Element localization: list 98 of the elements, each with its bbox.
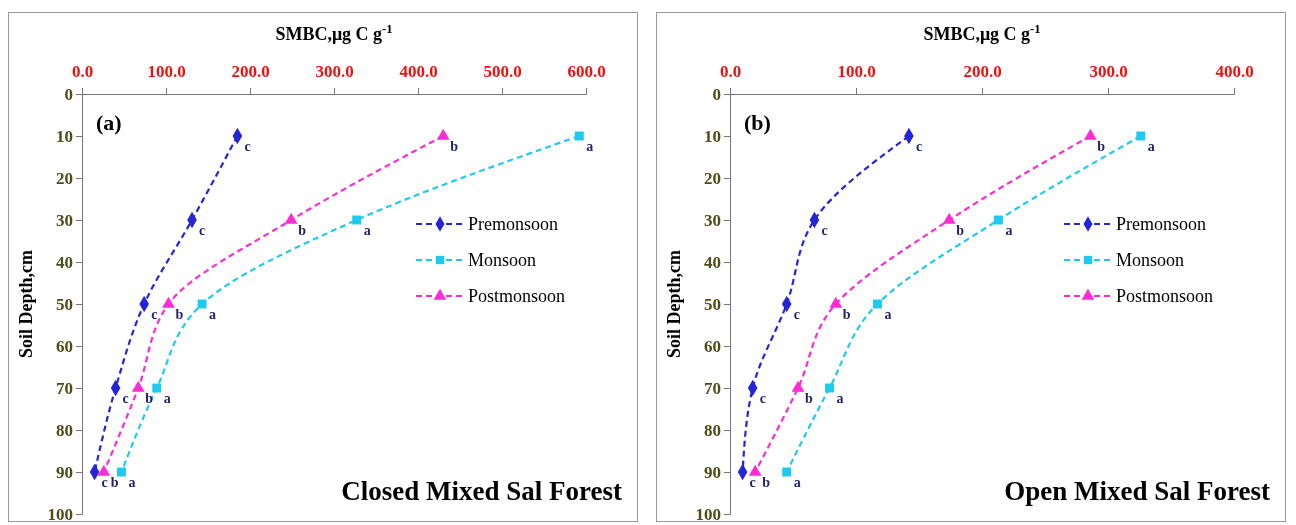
annotation: (a) <box>96 110 122 135</box>
point <box>97 464 111 476</box>
y-axis-title: Soil Depth,cm <box>16 249 36 358</box>
y-tick-label: 30 <box>56 210 73 230</box>
annotation: a <box>209 307 217 322</box>
y-tick-label: 100 <box>47 504 73 524</box>
point <box>872 299 882 309</box>
y-tick-label: 70 <box>56 378 73 398</box>
annotation: b <box>450 139 459 154</box>
point <box>436 128 450 140</box>
y-tick-label: 40 <box>56 252 73 272</box>
x-tick-label: 400.0 <box>1215 61 1254 81</box>
annotation: a <box>128 475 136 490</box>
annotation: b <box>956 223 965 238</box>
y-tick-label: 40 <box>704 252 721 272</box>
point <box>825 383 835 393</box>
point <box>791 380 805 392</box>
x-tick-label: 400.0 <box>399 61 438 81</box>
point <box>748 464 762 476</box>
annotation: a <box>793 475 801 490</box>
y-tick-label: 0 <box>64 84 73 104</box>
y-tick-label: 100 <box>695 504 721 524</box>
annotation: b <box>110 475 119 490</box>
y-tick-label: 10 <box>56 126 73 146</box>
x-tick-label: 300.0 <box>1089 61 1128 81</box>
point <box>782 467 792 477</box>
annotation: b <box>1097 139 1106 154</box>
x-tick-label: 500.0 <box>483 61 522 81</box>
legend-label: Monsoon <box>468 250 537 270</box>
legend-label: Postmonsoon <box>468 286 566 306</box>
y-tick-label: 90 <box>704 462 721 482</box>
annotation: a <box>836 391 844 406</box>
y-tick-label: 20 <box>704 168 721 188</box>
x-tick-label: 200.0 <box>231 61 270 81</box>
y-tick-label: 90 <box>56 462 73 482</box>
legend-label: Monsoon <box>1116 250 1185 270</box>
x-tick-label: 300.0 <box>315 61 354 81</box>
point <box>1084 128 1097 140</box>
annotation: Open Mixed Sal Forest <box>1004 476 1270 506</box>
point <box>197 299 207 309</box>
annotation: c <box>199 223 206 238</box>
annotation: c <box>244 139 251 154</box>
annotation: c <box>101 475 108 490</box>
point <box>117 467 126 477</box>
y-tick-label: 20 <box>56 168 73 188</box>
y-axis-title: Soil Depth,cm <box>664 249 684 358</box>
annotation: a <box>363 223 371 238</box>
point <box>1136 131 1146 141</box>
legend-label: Premonsoon <box>1116 214 1206 234</box>
annotation: c <box>759 391 766 406</box>
y-tick-label: 80 <box>704 420 721 440</box>
annotation: a <box>586 139 594 154</box>
point <box>162 296 175 308</box>
annotation: a <box>1147 139 1155 154</box>
point <box>829 296 843 308</box>
point <box>152 383 162 393</box>
point <box>352 215 362 225</box>
point <box>131 380 145 392</box>
annotation: a <box>1005 223 1013 238</box>
y-tick-label: 10 <box>704 126 721 146</box>
annotation: c <box>151 307 158 322</box>
y-tick-label: 0 <box>712 84 721 104</box>
legend-label: Premonsoon <box>468 214 558 234</box>
annotation: b <box>298 223 307 238</box>
annotation: (b) <box>744 110 771 135</box>
annotation: a <box>884 307 892 322</box>
annotation: b <box>842 307 851 322</box>
annotation: b <box>175 307 184 322</box>
point <box>942 212 956 224</box>
x-tick-label: 600.0 <box>567 61 606 81</box>
x-tick-label: 0.0 <box>71 61 94 81</box>
annotation: a <box>163 391 171 406</box>
y-tick-label: 60 <box>56 336 73 356</box>
y-tick-label: 70 <box>704 378 721 398</box>
x-tick-label: 200.0 <box>963 61 1002 81</box>
legend-label: Postmonsoon <box>1116 286 1214 306</box>
annotation: c <box>793 307 800 322</box>
annotation: c <box>122 391 129 406</box>
annotation: b <box>762 475 771 490</box>
x-axis-title: SMBC,μg C g$^{-1}$ <box>923 22 1041 44</box>
y-tick-label: 30 <box>704 210 721 230</box>
annotation: Closed Mixed Sal Forest <box>341 476 623 506</box>
point <box>284 212 298 224</box>
annotation: b <box>805 391 814 406</box>
point <box>574 131 584 141</box>
point <box>993 215 1003 225</box>
x-tick-label: 0.0 <box>719 61 742 81</box>
x-axis-title: SMBC,μg C g$^{-1}$ <box>275 22 393 44</box>
y-tick-label: 80 <box>56 420 73 440</box>
y-tick-label: 60 <box>704 336 721 356</box>
annotation: c <box>915 139 923 154</box>
annotation: c <box>749 475 756 490</box>
annotation: c <box>821 223 828 238</box>
y-tick-label: 50 <box>56 294 73 314</box>
annotation: b <box>145 391 154 406</box>
x-tick-label: 100.0 <box>147 61 186 81</box>
y-tick-label: 50 <box>704 294 721 314</box>
x-tick-label: 100.0 <box>837 61 876 81</box>
